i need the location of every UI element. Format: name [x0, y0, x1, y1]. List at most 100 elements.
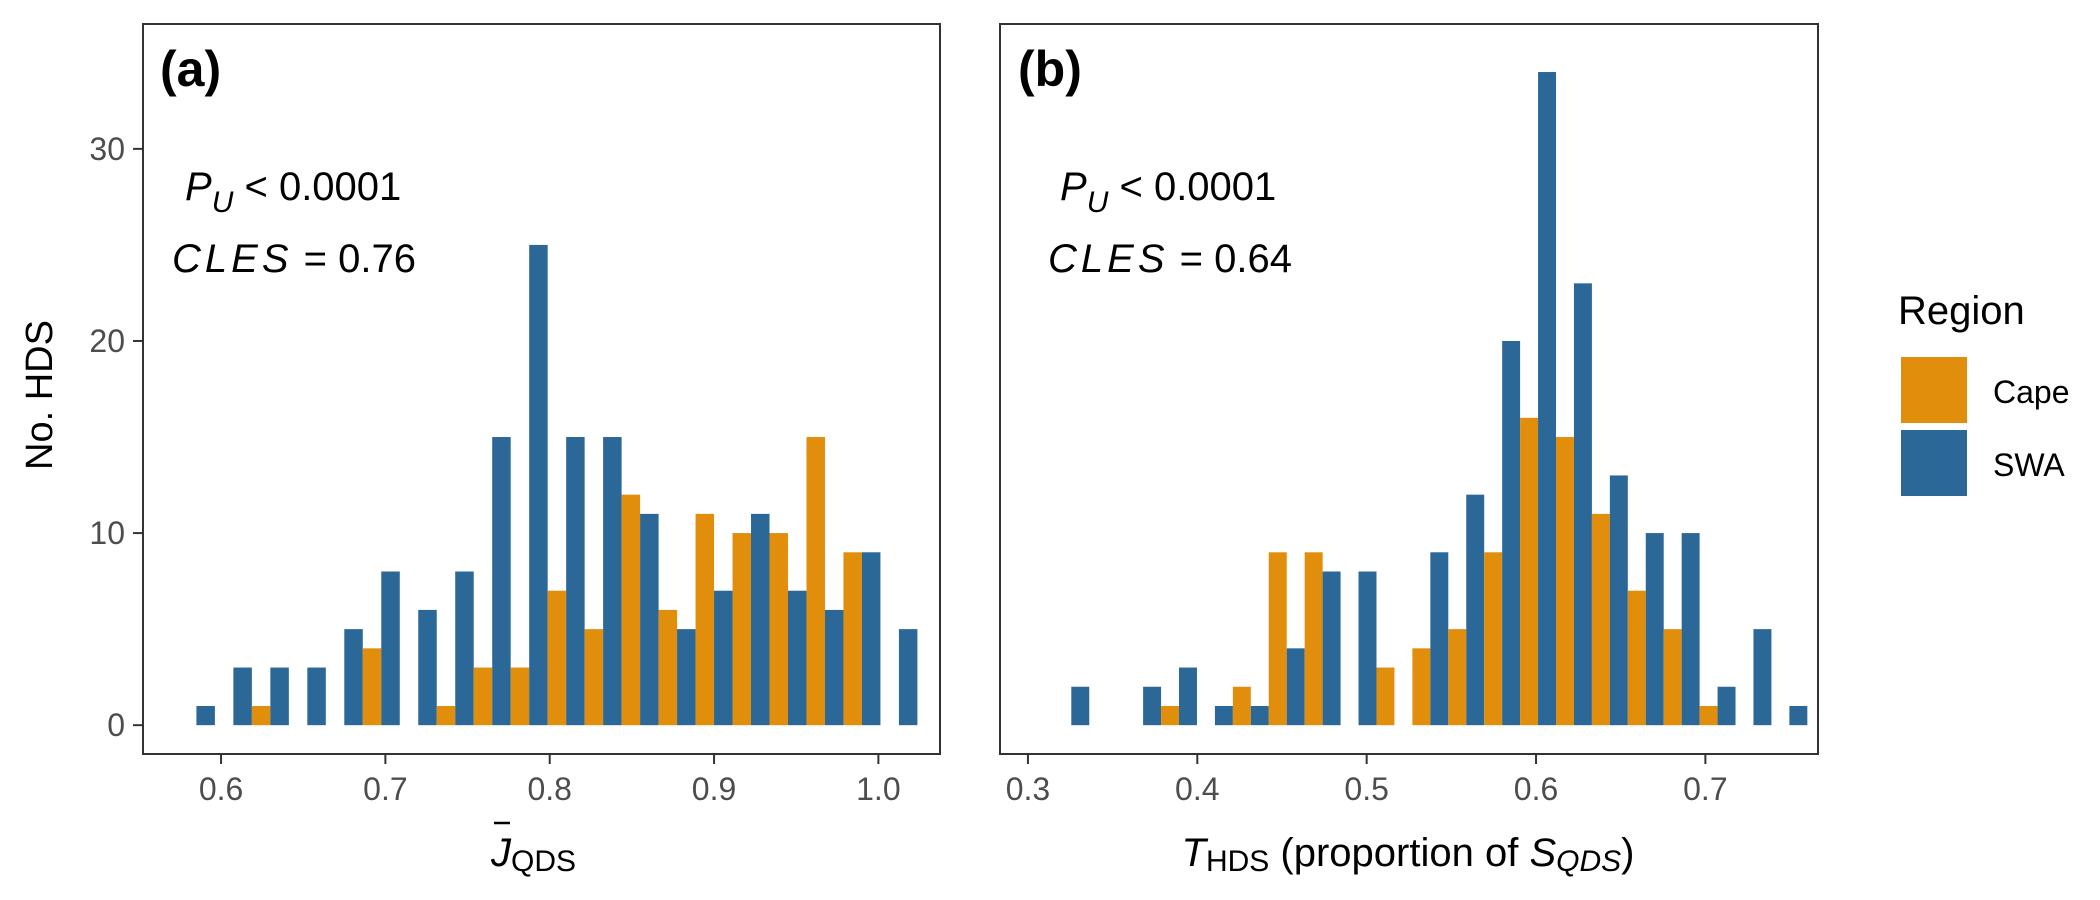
bar-swa: [270, 667, 289, 726]
bar-cape: [695, 513, 715, 726]
panel-b-x-axis-label: THDS (proportion of SQDS): [1182, 831, 1635, 878]
x-tick-label: 0.6: [199, 771, 243, 807]
bar-cape: [1699, 705, 1718, 726]
x-tick-label: 0.8: [527, 771, 571, 807]
x-tick-label: 1.0: [856, 771, 900, 807]
y-axis-label: No. HDS: [19, 320, 61, 470]
bar-cape: [843, 552, 862, 726]
x-tick-label: 0.3: [1006, 771, 1050, 807]
legend-label-cape: Cape: [1993, 374, 2070, 410]
bar-cape: [769, 533, 788, 726]
x-tick-label: 0.4: [1175, 771, 1219, 807]
bar-swa: [1286, 648, 1305, 726]
bar-cape: [1556, 437, 1574, 726]
panel-a-label: (a): [160, 41, 221, 97]
bar-cape: [1663, 629, 1682, 726]
bar-cape: [1304, 552, 1323, 726]
x-tick-label: 0.7: [363, 771, 407, 807]
y-tick-label: 30: [89, 131, 125, 167]
bar-swa: [1753, 629, 1772, 726]
y-tick-label: 20: [89, 323, 125, 359]
bar-cape: [473, 667, 493, 726]
bar-swa: [196, 705, 215, 726]
bar-swa: [861, 552, 881, 726]
bar-swa: [1609, 475, 1628, 726]
legend-key-cape: [1901, 357, 1967, 423]
bar-cape: [806, 437, 825, 726]
bar-cape: [547, 590, 567, 726]
panel-a-cles-annotation: CLES = 0.76: [172, 237, 416, 281]
x-tick-label: 0.5: [1344, 771, 1388, 807]
bar-cape: [584, 629, 604, 726]
legend-label-swa: SWA: [1993, 447, 2065, 483]
bar-swa: [1681, 533, 1700, 726]
bar-cape: [1591, 513, 1610, 726]
legend-title: Region: [1898, 289, 2025, 333]
bar-swa: [529, 244, 548, 726]
panel-b-cles-annotation: CLES = 0.64: [1048, 237, 1292, 281]
bar-cape: [1232, 686, 1251, 726]
bar-swa: [1250, 705, 1269, 726]
bar-cape: [1448, 629, 1467, 726]
panel-a-pu-annotation: PU < 0.0001: [185, 165, 401, 219]
bar-cape: [1268, 552, 1287, 726]
panel-b-label: (b): [1018, 41, 1082, 97]
legend: Region Cape SWA: [1898, 289, 2070, 496]
bar-swa: [824, 609, 844, 726]
bar-swa: [492, 437, 511, 726]
y-tick-label: 0: [107, 707, 125, 743]
bar-swa: [344, 629, 363, 726]
bar-cape: [1484, 552, 1503, 726]
bar-cape: [621, 494, 641, 726]
bar-swa: [1573, 283, 1592, 726]
bar-cape: [1627, 590, 1646, 726]
bar-cape: [1376, 667, 1395, 726]
bar-swa: [1789, 705, 1808, 726]
x-tick-label: 0.7: [1683, 771, 1727, 807]
bar-swa: [381, 571, 400, 726]
panel-b-pu-annotation: PU < 0.0001: [1060, 165, 1276, 219]
bar-swa: [566, 437, 585, 726]
panel-a-frame: [142, 23, 941, 755]
panel-b: 0.3 0.4 0.5 0.6 0.7 (b) PU < 0.0001 CLES = 0…: [999, 23, 1819, 878]
panel-b-bars: [1071, 72, 1808, 726]
bar-cape: [1520, 417, 1539, 726]
bar-swa: [787, 590, 807, 726]
bar-swa: [1179, 667, 1197, 726]
bar-swa: [714, 590, 733, 726]
panel-b-frame: [999, 23, 1819, 755]
bar-swa: [1071, 686, 1090, 726]
bar-swa: [1717, 686, 1736, 726]
bar-cape: [251, 705, 271, 726]
bar-swa: [1502, 340, 1521, 726]
bar-swa: [603, 437, 622, 726]
bar-swa: [1143, 686, 1162, 726]
bar-cape: [1161, 705, 1180, 726]
bar-swa: [677, 629, 696, 726]
bar-swa: [898, 629, 918, 726]
bar-cape: [510, 667, 530, 726]
bar-swa: [751, 513, 770, 726]
bar-swa: [1538, 72, 1556, 726]
panel-a-y-axis: 0 10 20 30: [89, 131, 143, 743]
bar-swa: [1466, 494, 1485, 726]
legend-key-swa: [1901, 430, 1967, 496]
x-tick-label: 0.6: [1514, 771, 1558, 807]
bar-cape: [732, 533, 752, 726]
bar-cape: [658, 609, 678, 726]
svg-text:JQDS: JQDS: [490, 831, 576, 878]
panel-b-x-axis: 0.3 0.4 0.5 0.6 0.7: [1006, 754, 1728, 807]
bar-swa: [1214, 705, 1233, 726]
panel-a-x-axis: 0.6 0.7 0.8 0.9 1.0: [199, 754, 901, 807]
bar-swa: [1322, 571, 1341, 726]
bar-swa: [1358, 571, 1377, 726]
bar-swa: [307, 667, 326, 726]
bar-swa: [233, 667, 252, 726]
bar-cape: [436, 705, 456, 726]
panel-a-x-axis-label: JQDS: [490, 821, 576, 878]
panel-a-bars: [196, 244, 918, 726]
bar-swa: [1645, 533, 1664, 726]
bar-swa: [418, 609, 437, 726]
